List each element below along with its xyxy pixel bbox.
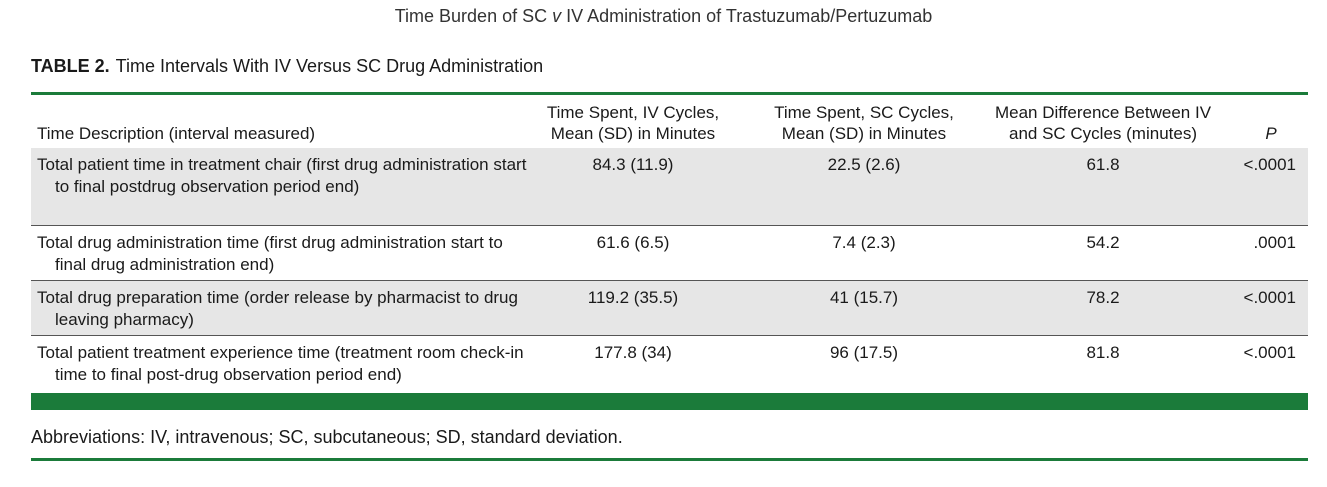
row-description: Total drug administration time (first dr… — [37, 233, 503, 274]
header-iv-line1: Time Spent, IV Cycles, — [546, 103, 720, 122]
header-sc: Time Spent, SC Cycles, Mean (SD) in Minu… — [753, 102, 975, 144]
table-title: TABLE 2. Time Intervals With IV Versus SC… — [31, 56, 543, 77]
abbreviations-footnote: Abbreviations: IV, intravenous; SC, subc… — [31, 427, 623, 447]
table-row: Total drug preparation time (order relea… — [31, 281, 1308, 336]
header-diff-line2: and SC Cycles (minutes) — [1008, 124, 1197, 143]
row-sc: 7.4 (2.3) — [832, 233, 896, 252]
row-p: <.0001 — [1243, 288, 1296, 307]
row-iv: 177.8 (34) — [594, 343, 672, 362]
header-iv-line2: Mean (SD) in Minutes — [550, 124, 716, 143]
table-header: Time Description (interval measured) Tim… — [31, 100, 1308, 146]
header-description: Time Description (interval measured) — [37, 124, 316, 143]
row-diff: 78.2 — [1086, 288, 1120, 307]
table-row: Total patient time in treatment chair (f… — [31, 148, 1308, 226]
row-p: <.0001 — [1243, 155, 1296, 174]
running-head-italic: v — [552, 6, 562, 26]
row-description: Total drug preparation time (order relea… — [37, 288, 518, 329]
bottom-rule — [31, 458, 1308, 461]
row-divider — [31, 225, 1308, 226]
row-description: Total patient time in treatment chair (f… — [37, 155, 527, 196]
running-head-before: Time Burden of SC — [394, 6, 553, 26]
header-diff: Mean Difference Between IV and SC Cycles… — [977, 102, 1229, 144]
header-iv: Time Spent, IV Cycles, Mean (SD) in Minu… — [522, 102, 744, 144]
row-sc: 41 (15.7) — [829, 288, 899, 307]
table-bottom-band — [31, 393, 1308, 410]
header-p: P — [1265, 124, 1277, 143]
row-iv: 84.3 (11.9) — [592, 155, 674, 174]
running-head: Time Burden of SC v IV Administration of… — [0, 6, 1327, 27]
row-divider — [31, 335, 1308, 336]
row-sc: 22.5 (2.6) — [827, 155, 901, 174]
header-sc-line1: Time Spent, SC Cycles, — [774, 103, 954, 122]
data-table: Total patient time in treatment chair (f… — [31, 148, 1308, 392]
table-caption: Time Intervals With IV Versus SC Drug Ad… — [115, 56, 544, 76]
row-p: .0001 — [1253, 233, 1296, 252]
table-row: Total drug administration time (first dr… — [31, 226, 1308, 281]
table-row: Total patient treatment experience time … — [31, 336, 1308, 392]
row-diff: 61.8 — [1086, 155, 1120, 174]
row-diff: 81.8 — [1086, 343, 1120, 362]
row-p: <.0001 — [1243, 343, 1296, 362]
row-sc: 96 (17.5) — [829, 343, 899, 362]
row-diff: 54.2 — [1086, 233, 1120, 252]
row-description: Total patient treatment experience time … — [37, 343, 524, 384]
row-iv: 119.2 (35.5) — [587, 288, 679, 307]
top-rule — [31, 92, 1308, 95]
row-iv: 61.6 (6.5) — [596, 233, 670, 252]
table-label: TABLE 2. — [31, 56, 110, 76]
running-head-after: IV Administration of Trastuzumab/Pertuzu… — [561, 6, 933, 26]
row-divider — [31, 280, 1308, 281]
header-sc-line2: Mean (SD) in Minutes — [781, 124, 947, 143]
header-diff-line1: Mean Difference Between IV — [994, 103, 1212, 122]
